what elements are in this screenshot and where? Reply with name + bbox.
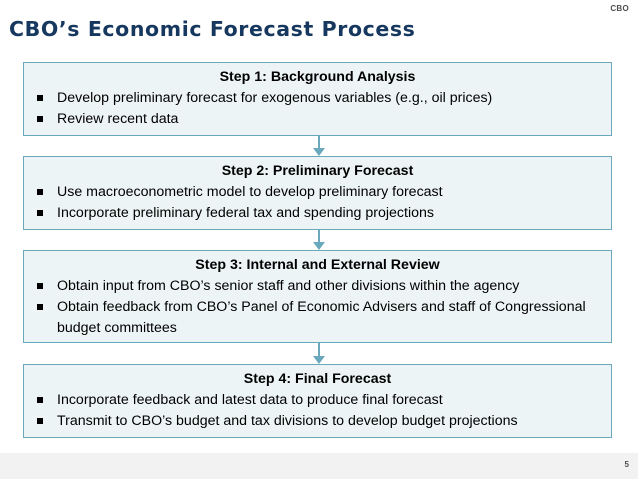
step-title: Step 2: Preliminary Forecast xyxy=(221,163,414,179)
bullet-item: Transmit to CBO’s budget and tax divisio… xyxy=(34,411,601,432)
step-2-box: Step 2: Preliminary Forecast Use macroec… xyxy=(23,156,612,230)
bullet-item: Review recent data xyxy=(34,109,601,130)
bullet-list: Incorporate feedback and latest data to … xyxy=(34,390,601,432)
down-arrow xyxy=(313,343,325,364)
bullet-item: Develop preliminary forecast for exogeno… xyxy=(34,88,601,109)
step-1-box: Step 1: Background Analysis Develop prel… xyxy=(23,62,612,136)
slide-title: CBO’s Economic Forecast Process xyxy=(9,17,416,41)
step-title: Step 4: Final Forecast xyxy=(243,371,392,387)
step-title: Step 1: Background Analysis xyxy=(219,69,416,85)
bullet-list: Use macroeconometric model to develop pr… xyxy=(34,182,601,224)
footer-bar: 5 xyxy=(0,453,638,479)
bullet-list: Obtain input from CBO’s senior staff and… xyxy=(34,276,601,339)
bullet-item: Obtain input from CBO’s senior staff and… xyxy=(34,276,601,297)
cbo-logo: CBO xyxy=(610,4,629,13)
down-arrow xyxy=(313,230,325,250)
page-number: 5 xyxy=(624,460,629,469)
step-title: Step 3: Internal and External Review xyxy=(195,257,440,273)
step-3-box: Step 3: Internal and External Review Obt… xyxy=(23,250,612,343)
bullet-item: Incorporate preliminary federal tax and … xyxy=(34,203,601,224)
down-arrow xyxy=(313,136,325,156)
bullet-item: Incorporate feedback and latest data to … xyxy=(34,390,601,411)
bullet-item: Use macroeconometric model to develop pr… xyxy=(34,182,601,203)
step-4-box: Step 4: Final Forecast Incorporate feedb… xyxy=(23,364,612,438)
bullet-list: Develop preliminary forecast for exogeno… xyxy=(34,88,601,130)
bullet-item: Obtain feedback from CBO’s Panel of Econ… xyxy=(34,297,601,339)
